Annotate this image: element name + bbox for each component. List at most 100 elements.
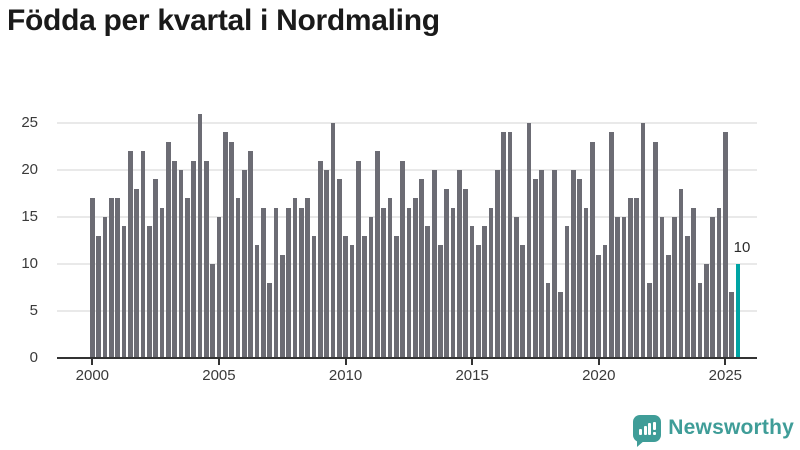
x-axis-tick (724, 359, 727, 365)
bar (387, 198, 393, 358)
bar (571, 170, 576, 358)
bar (210, 264, 215, 358)
bar (425, 226, 431, 358)
bar (165, 141, 171, 358)
bar (672, 217, 678, 358)
x-axis-tick (217, 359, 220, 365)
bar (438, 245, 443, 358)
x-axis-tick (471, 359, 474, 365)
last-value-label: 10 (733, 239, 751, 256)
bar (153, 179, 158, 358)
y-axis-tick-label: 0 (29, 349, 38, 366)
gridline (57, 169, 757, 171)
bar (279, 254, 285, 358)
x-axis-tick-label: 2010 (328, 367, 363, 384)
bar (203, 160, 209, 358)
bar (545, 282, 551, 358)
bar (216, 217, 222, 358)
x-axis-tick (344, 359, 347, 365)
bar (305, 198, 310, 358)
bar (628, 198, 633, 358)
bar (564, 226, 570, 358)
bar (127, 151, 133, 358)
gridline (57, 122, 757, 124)
bar (647, 282, 652, 358)
bar (121, 226, 127, 358)
bar (596, 254, 602, 358)
bar (526, 123, 532, 358)
bar (368, 217, 374, 358)
bar (229, 141, 234, 358)
x-axis-tick-label: 2000 (75, 367, 110, 384)
bar (146, 226, 152, 358)
bar (197, 113, 203, 358)
bar (514, 217, 519, 358)
bar (583, 207, 589, 358)
bar (286, 207, 291, 358)
bar (450, 207, 456, 358)
newsworthy-logo: Newsworthy (633, 413, 794, 447)
x-axis-tick-label: 2020 (582, 367, 616, 384)
bar (691, 207, 697, 358)
bar (355, 160, 361, 358)
bar (273, 207, 279, 358)
bar (292, 198, 298, 358)
bar (254, 245, 260, 358)
bar (653, 141, 659, 358)
bar (520, 245, 526, 358)
bar (400, 160, 405, 358)
y-axis-tick-label: 25 (21, 114, 38, 131)
bar (482, 226, 488, 358)
bar (723, 132, 728, 358)
bar (501, 132, 507, 358)
bar (678, 188, 684, 358)
logo-exclamation-dot-icon (653, 431, 657, 435)
bar (393, 235, 399, 358)
bar (495, 170, 500, 358)
bar (634, 198, 640, 358)
logo-mini-bar-icon (648, 422, 652, 435)
bar (457, 170, 462, 358)
bar (577, 179, 583, 358)
bar (419, 179, 424, 358)
bar (248, 151, 253, 358)
bar (621, 217, 627, 358)
logo-exclamation-icon (653, 421, 657, 430)
logo-mini-bar-icon (643, 425, 647, 435)
bar (685, 235, 690, 358)
bar (349, 245, 355, 358)
y-axis-tick-label: 15 (21, 208, 38, 225)
bar (184, 198, 190, 358)
x-axis-tick-label: 2015 (455, 367, 489, 384)
bar (235, 198, 241, 358)
bar (178, 170, 184, 358)
bar (134, 188, 139, 358)
bar (336, 179, 342, 358)
bar (716, 207, 722, 358)
bar (108, 198, 114, 358)
bar (704, 264, 709, 358)
bar (609, 132, 614, 358)
bar (602, 245, 608, 358)
x-axis-tick-label: 2025 (708, 367, 743, 384)
bar (558, 292, 564, 358)
speech-bubble-tail (637, 439, 646, 447)
bar (317, 160, 323, 358)
bar (267, 282, 272, 358)
bar (469, 226, 475, 358)
bar (172, 160, 177, 358)
y-axis-tick-label: 10 (21, 255, 38, 272)
bar (710, 217, 716, 358)
bar (362, 235, 367, 358)
bar (115, 198, 120, 358)
bar (140, 151, 146, 358)
bar (381, 207, 386, 358)
newsworthy-wordmark: Newsworthy (668, 416, 794, 439)
bar (552, 170, 557, 358)
y-axis-tick-label: 5 (29, 302, 38, 319)
bar (666, 254, 671, 358)
bar (102, 217, 108, 358)
bar (615, 217, 621, 358)
bar (241, 170, 247, 358)
